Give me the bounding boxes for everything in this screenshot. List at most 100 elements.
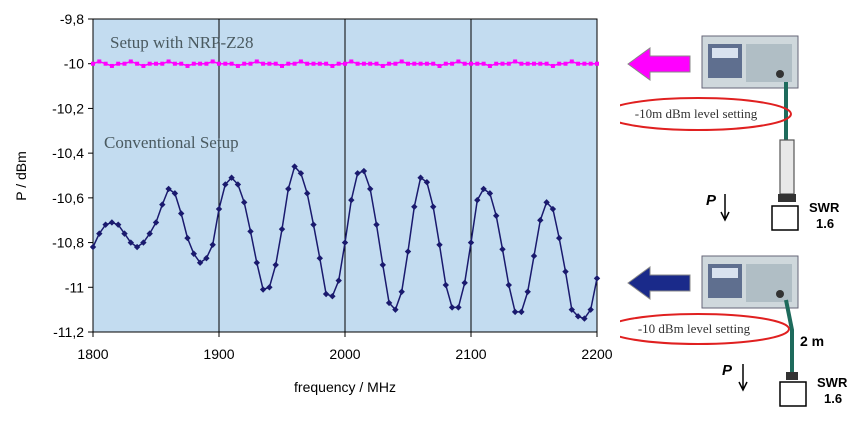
blue-arrow-icon xyxy=(627,266,691,300)
data-point xyxy=(109,63,114,68)
y-axis-tick-labels: -9,8 -10 -10,2 -10,4 -10,6 -10,8 -11 -11,2 xyxy=(52,11,93,340)
data-point xyxy=(550,63,555,68)
data-point xyxy=(198,61,203,66)
data-point xyxy=(217,61,221,66)
data-point xyxy=(348,196,355,204)
data-point xyxy=(430,203,437,210)
data-point xyxy=(335,277,342,284)
data-point xyxy=(398,288,405,295)
swr-label-top: SWR xyxy=(809,200,840,215)
data-point xyxy=(462,61,467,66)
data-point xyxy=(235,63,240,68)
data-point xyxy=(525,61,530,66)
data-point xyxy=(448,304,456,311)
data-point xyxy=(229,61,234,66)
data-point xyxy=(518,308,525,316)
x-tick-label: 1900 xyxy=(203,346,234,362)
data-point xyxy=(595,61,599,66)
data-point xyxy=(286,61,291,66)
data-point xyxy=(467,239,475,246)
y-tick-label: -10 xyxy=(64,56,84,72)
data-point xyxy=(469,61,473,66)
data-point xyxy=(544,61,549,66)
data-point xyxy=(147,61,152,66)
data-point xyxy=(530,252,538,260)
level-setting-label-top: -10m dBm level setting xyxy=(635,106,758,121)
data-point xyxy=(298,59,303,64)
data-point xyxy=(133,243,141,251)
data-point xyxy=(273,61,278,66)
y-tick-label: -11 xyxy=(65,279,84,295)
data-point xyxy=(234,181,242,188)
power-label-top: P xyxy=(706,192,717,209)
data-point xyxy=(223,61,228,66)
magenta-arrow-icon xyxy=(627,47,691,81)
data-point xyxy=(556,234,563,242)
y-tick-label: -10,6 xyxy=(52,190,84,206)
data-point xyxy=(261,61,266,66)
data-point xyxy=(423,179,431,186)
down-arrow-icon xyxy=(738,364,748,392)
data-point xyxy=(537,217,544,224)
data-point xyxy=(91,61,95,66)
data-point xyxy=(102,221,109,228)
data-point xyxy=(128,59,133,64)
data-point xyxy=(500,61,505,66)
data-point xyxy=(361,61,366,66)
cable-bottom xyxy=(784,299,794,372)
data-point xyxy=(311,61,316,66)
x-axis-title: frequency / MHz xyxy=(294,379,396,395)
data-point xyxy=(367,185,374,193)
data-point xyxy=(89,243,97,251)
data-point xyxy=(209,241,216,249)
data-point xyxy=(184,234,191,242)
data-point xyxy=(411,203,418,210)
data-point xyxy=(122,61,127,66)
data-point xyxy=(587,306,594,313)
data-point xyxy=(393,61,398,66)
chart-frame: -9,8 -10 -10,2 -10,4 -10,6 -10,8 -11 -11,2 1800… xyxy=(13,11,613,395)
data-point xyxy=(532,61,536,66)
data-point xyxy=(322,290,330,298)
y-axis-title: P / dBm xyxy=(13,151,29,201)
data-point xyxy=(506,61,511,66)
data-point xyxy=(228,174,235,181)
y-tick-label: -10,8 xyxy=(52,235,84,251)
cable-length-label: 2 m xyxy=(800,333,824,349)
data-point xyxy=(166,59,171,64)
data-point xyxy=(272,261,279,269)
data-point xyxy=(242,61,247,66)
grid-layer xyxy=(218,19,472,332)
data-point xyxy=(461,279,468,287)
data-point xyxy=(399,59,404,64)
data-point xyxy=(499,246,506,253)
data-point xyxy=(305,61,310,66)
load-box-icon xyxy=(771,205,799,231)
data-point xyxy=(210,59,215,64)
data-point xyxy=(385,299,393,307)
data-point xyxy=(505,281,512,289)
data-point xyxy=(253,259,260,266)
data-point xyxy=(354,170,361,177)
data-point xyxy=(563,61,568,66)
data-point xyxy=(317,61,322,66)
data-point xyxy=(588,61,593,66)
data-point xyxy=(336,61,341,66)
data-point xyxy=(96,230,103,237)
data-point xyxy=(374,61,379,66)
data-point xyxy=(455,304,462,311)
data-point xyxy=(203,255,210,262)
x-axis-tick-labels: 1800 1900 2000 2100 2200 xyxy=(77,332,613,362)
data-point xyxy=(519,61,524,66)
data-point xyxy=(406,61,410,66)
data-point xyxy=(380,63,385,68)
data-point xyxy=(291,163,298,170)
data-point xyxy=(387,61,392,66)
data-point xyxy=(486,190,494,197)
data-point xyxy=(392,306,399,313)
y-tick-label: -10,2 xyxy=(52,100,84,116)
down-arrow-icon xyxy=(720,194,730,222)
data-point xyxy=(487,63,492,68)
data-point xyxy=(341,239,349,246)
swr-value-bottom: 1.6 xyxy=(824,391,842,406)
